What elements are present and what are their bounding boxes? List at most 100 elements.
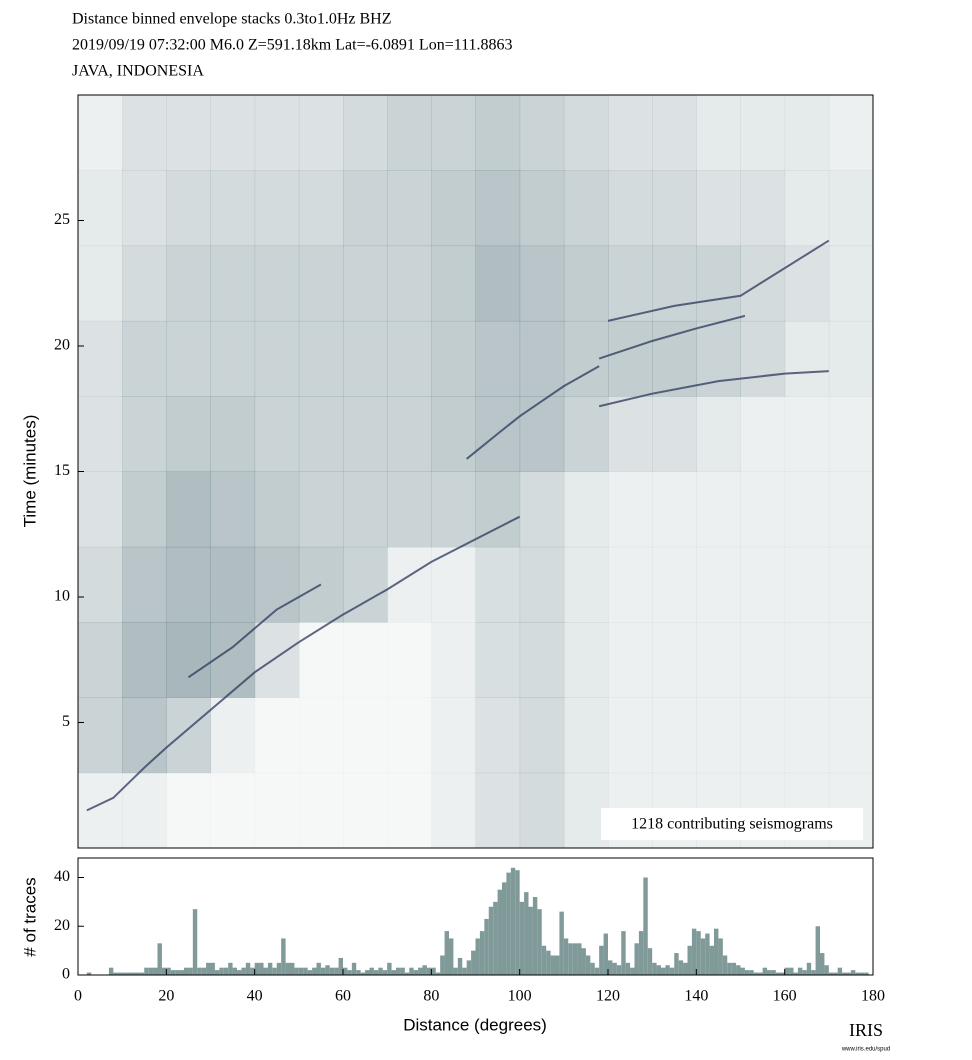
heatmap-cell	[519, 396, 565, 472]
heatmap-cell	[298, 396, 344, 472]
heatmap-cell	[475, 320, 521, 397]
histogram-bar	[378, 967, 383, 975]
heatmap-cell	[519, 697, 565, 774]
histogram-bar	[139, 972, 145, 975]
histogram-bar	[824, 965, 829, 975]
heatmap-cell	[475, 95, 521, 171]
histogram-bar	[382, 970, 388, 975]
histogram-bar	[241, 967, 246, 975]
heatmap-cell	[784, 245, 830, 322]
histogram-bar	[758, 972, 763, 975]
heatmap-cell	[431, 697, 476, 774]
histogram-bar	[585, 955, 591, 975]
heatmap-cell	[122, 622, 167, 698]
histogram-bar	[122, 972, 127, 975]
heatmap-cell	[563, 471, 609, 548]
heatmap-cell	[696, 622, 741, 698]
heatmap-cell	[254, 546, 300, 623]
histogram-bar	[484, 918, 489, 975]
x-tick-label: 140	[684, 988, 708, 1005]
heatmap-cell	[298, 320, 344, 397]
histogram-bar	[784, 967, 790, 975]
histogram-bar	[502, 882, 507, 975]
histogram-bar	[475, 938, 480, 975]
heatmap-cell	[828, 622, 874, 698]
heatmap-cell	[431, 622, 476, 698]
travel-time-curve	[598, 314, 746, 360]
heatmap-cell	[519, 245, 565, 322]
heatmap-cell	[166, 245, 211, 322]
heatmap-cell	[298, 772, 344, 849]
histogram-bar	[312, 967, 317, 975]
histogram-bar	[281, 938, 286, 975]
histogram-bar	[753, 972, 759, 975]
histogram-bar	[731, 962, 737, 975]
histogram-bar	[404, 972, 410, 975]
histogram-bar	[431, 967, 436, 975]
heatmap-cell	[387, 471, 432, 548]
histogram-bar	[488, 906, 494, 975]
histogram-bar	[744, 970, 750, 975]
histogram-bar	[320, 967, 326, 975]
histogram-bar	[705, 933, 710, 975]
heatmap-cell	[343, 622, 388, 698]
histogram-bar	[603, 933, 608, 975]
histogram-bar	[665, 965, 670, 975]
histogram-panel: 0 20 40 0 20 40 60 80 100 120 140 160 180	[54, 857, 885, 1005]
heatmap-cell	[343, 772, 388, 849]
heatmap-cell	[563, 546, 609, 623]
histogram-bar	[524, 892, 529, 975]
heatmap-cell	[475, 697, 521, 774]
heatmap-cell	[122, 320, 167, 397]
histogram-bar	[307, 970, 313, 975]
histogram-bar	[749, 970, 754, 975]
histogram-bar	[634, 943, 639, 975]
histogram-bar	[497, 889, 502, 975]
heatmap-cell	[78, 772, 123, 849]
heatmap-cell	[740, 320, 786, 397]
histogram-bar	[409, 967, 414, 975]
histogram-bar	[537, 909, 542, 975]
heatmap-cell	[343, 95, 388, 171]
x-tick-label: 60	[335, 988, 351, 1005]
heatmap-cell	[784, 95, 830, 171]
heatmap-cell	[298, 95, 344, 171]
y-tick-label: 40	[54, 868, 70, 885]
heatmap-cell	[740, 245, 786, 322]
x-axis-label: Distance (degrees)	[403, 1015, 547, 1034]
histogram-bar	[413, 970, 419, 975]
histogram-bar	[828, 972, 834, 975]
histogram-bar	[453, 967, 458, 975]
histogram-bar	[762, 967, 767, 975]
heatmap-cell	[828, 95, 874, 171]
y-axis-label: Time (minutes)	[20, 415, 39, 528]
histogram-bar	[528, 906, 533, 975]
heatmap-cell	[122, 772, 167, 849]
histogram-bar	[245, 962, 251, 975]
histogram-bar	[86, 972, 92, 975]
heatmap-cell	[563, 697, 609, 774]
heatmap-cell	[166, 772, 211, 849]
histogram-bar	[210, 962, 215, 975]
histogram-bar	[184, 967, 189, 975]
heatmap-cell	[608, 546, 653, 623]
histogram-bar	[237, 970, 242, 975]
x-tick-label: 100	[508, 988, 532, 1005]
x-tick-label: 180	[861, 988, 885, 1005]
y-tick-label: 0	[62, 966, 70, 983]
histogram-bar	[599, 945, 604, 975]
histogram-bar	[546, 950, 551, 975]
heatmap-cell	[652, 170, 697, 247]
heatmap-cell	[166, 320, 211, 397]
heatmap-cell	[519, 546, 565, 623]
heatmap-cell	[784, 396, 830, 472]
x-tick-label: 40	[247, 988, 263, 1005]
heatmap-cell	[343, 245, 388, 322]
heatmap-cell	[652, 95, 697, 171]
histogram-bar	[714, 928, 719, 975]
histogram-bar	[153, 967, 158, 975]
histogram-bar	[232, 967, 237, 975]
histogram-bar	[674, 953, 679, 975]
histogram-bar	[555, 955, 560, 975]
heatmap-cell	[166, 622, 211, 698]
